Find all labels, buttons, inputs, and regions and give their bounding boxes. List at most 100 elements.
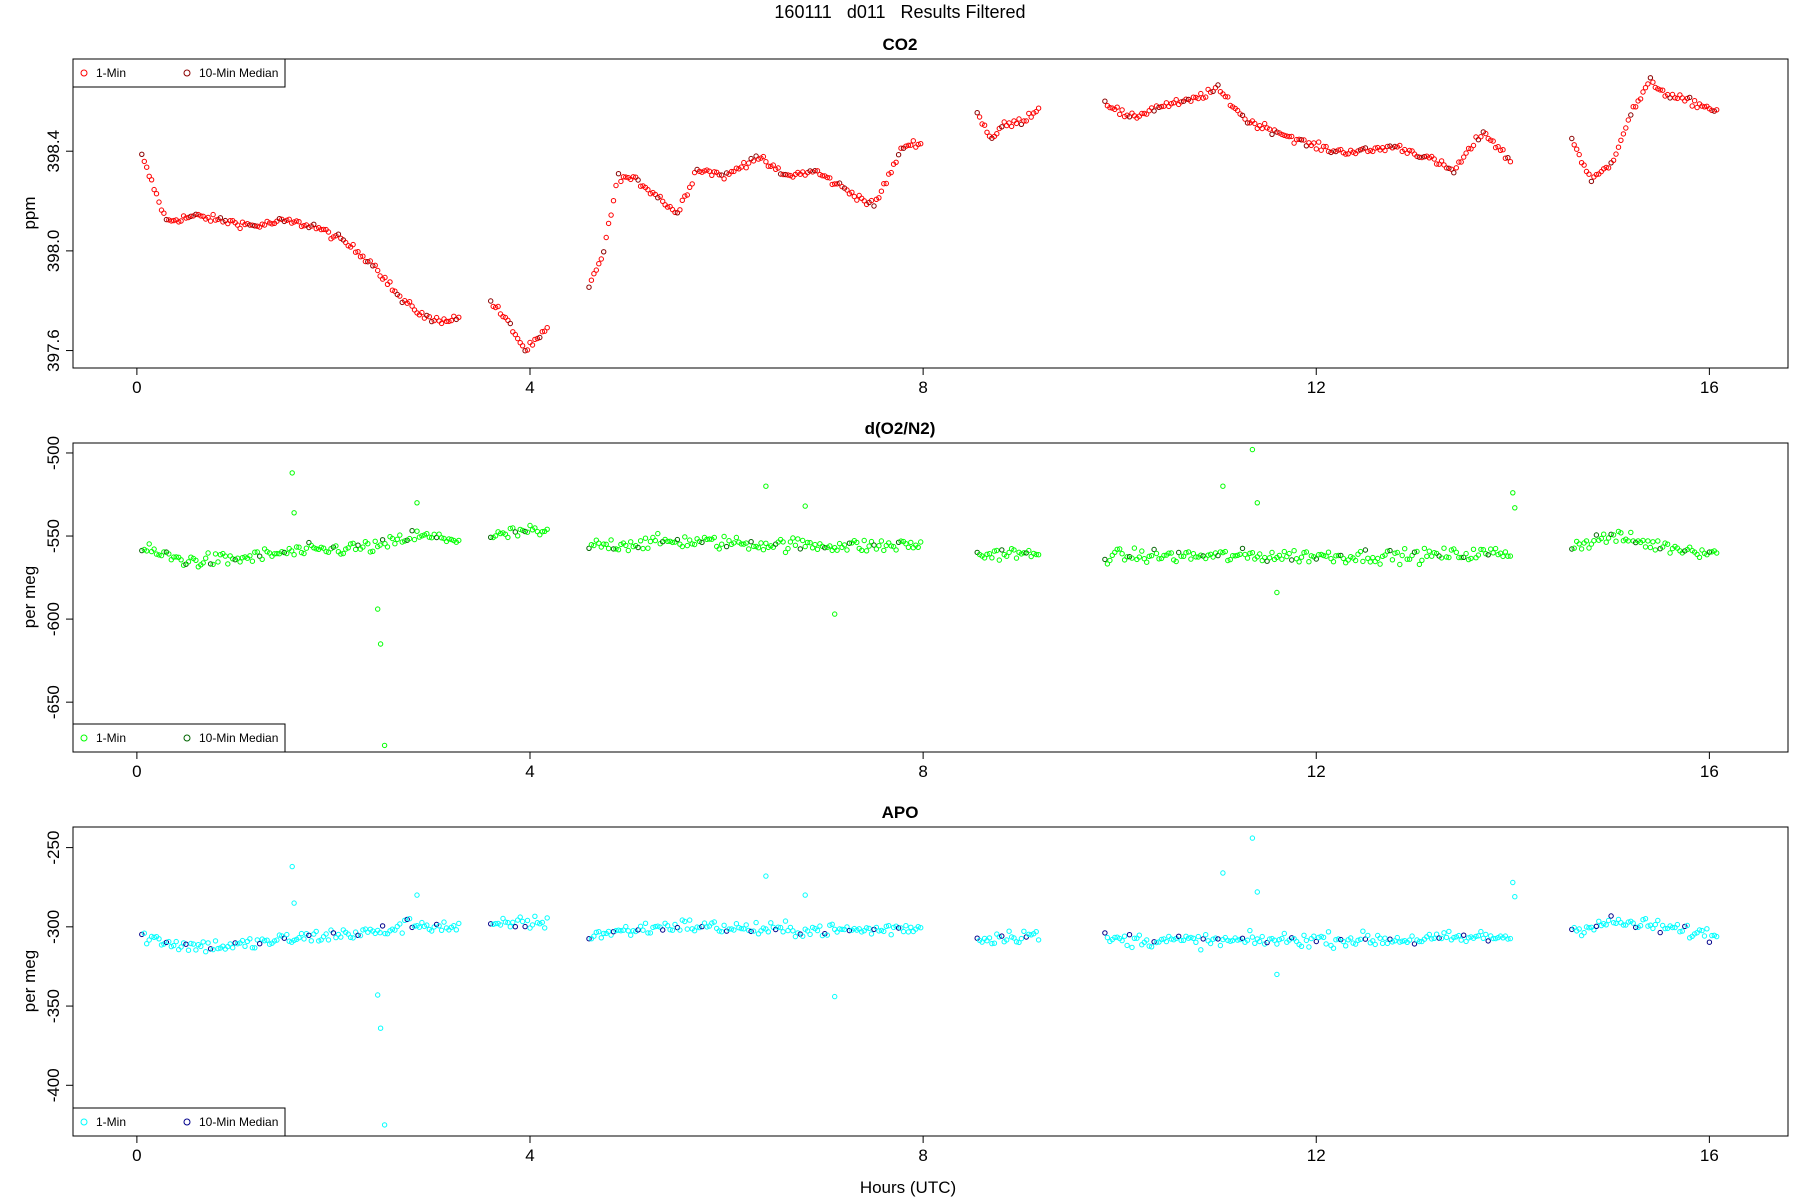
o2n2-point bbox=[360, 544, 366, 550]
co2-median-point bbox=[252, 223, 258, 229]
o2n2-point bbox=[881, 547, 887, 554]
co2-median-point bbox=[1126, 114, 1133, 120]
o2n2-point bbox=[1222, 548, 1229, 555]
o2n2-point bbox=[333, 543, 339, 549]
apo-point bbox=[148, 933, 155, 940]
apo-median-point bbox=[999, 933, 1005, 939]
co2-point bbox=[419, 309, 425, 316]
o2n2-x-tick-label: 16 bbox=[1700, 762, 1719, 781]
apo-point bbox=[234, 941, 241, 947]
apo-point bbox=[212, 938, 219, 944]
o2n2-point bbox=[893, 547, 899, 553]
co2-point bbox=[1119, 107, 1125, 113]
apo-point bbox=[1382, 935, 1388, 941]
o2n2-point bbox=[628, 539, 634, 545]
co2-point bbox=[446, 318, 452, 325]
apo-point bbox=[429, 928, 435, 934]
apo-point bbox=[790, 928, 796, 934]
o2n2-point bbox=[1237, 551, 1243, 557]
o2n2-median-point bbox=[1608, 531, 1614, 537]
apo-point bbox=[271, 938, 278, 944]
o2n2-point bbox=[1490, 550, 1496, 556]
apo-point bbox=[1406, 937, 1413, 943]
co2-median-point bbox=[1421, 154, 1428, 160]
o2n2-point bbox=[210, 561, 216, 568]
co2-median-point bbox=[601, 249, 607, 255]
co2-median-point bbox=[1269, 131, 1275, 138]
apo-x-tick-label: 8 bbox=[918, 1146, 927, 1165]
apo-point bbox=[1203, 932, 1209, 938]
co2-median-point bbox=[999, 124, 1005, 130]
o2n2-point bbox=[994, 547, 1000, 554]
apo-point bbox=[765, 929, 771, 935]
apo-point bbox=[792, 933, 799, 940]
co2-point bbox=[1615, 144, 1622, 150]
o2n2-point bbox=[1185, 549, 1192, 555]
apo-point bbox=[286, 938, 292, 944]
apo-point bbox=[323, 931, 329, 937]
apo-point bbox=[392, 927, 398, 933]
apo-point bbox=[782, 918, 789, 924]
co2-median-point bbox=[1392, 143, 1398, 150]
apo-point bbox=[507, 924, 513, 930]
co2-point bbox=[1262, 120, 1268, 127]
o2n2-point bbox=[293, 544, 300, 550]
co2-point bbox=[1266, 126, 1273, 132]
apo-point bbox=[1438, 935, 1445, 942]
co2-point bbox=[1576, 151, 1582, 158]
co2-point bbox=[832, 181, 838, 187]
co2-point bbox=[234, 222, 241, 228]
o2n2-point bbox=[227, 553, 233, 559]
co2-point bbox=[652, 191, 658, 198]
apo-point bbox=[298, 930, 305, 937]
apo-point bbox=[227, 941, 233, 947]
co2-point bbox=[854, 197, 860, 203]
apo-median-point bbox=[1633, 924, 1639, 931]
co2-point bbox=[352, 249, 359, 255]
o2n2-point bbox=[367, 549, 373, 555]
co2-point bbox=[1183, 96, 1189, 102]
apo-point bbox=[1212, 935, 1219, 941]
apo-median-point bbox=[1593, 923, 1600, 929]
apo-point bbox=[780, 929, 786, 935]
o2n2-point bbox=[1316, 552, 1322, 558]
apo-point bbox=[1298, 943, 1305, 949]
o2n2-point bbox=[598, 544, 604, 550]
o2n2-point bbox=[785, 545, 791, 552]
co2-point bbox=[1623, 125, 1629, 131]
apo-point bbox=[173, 938, 179, 945]
o2n2-point bbox=[859, 547, 865, 553]
o2n2-point bbox=[1144, 559, 1150, 565]
co2-point bbox=[362, 258, 369, 265]
co2-median-point bbox=[635, 177, 641, 183]
o2n2-point bbox=[1576, 541, 1582, 547]
o2n2-median-point bbox=[355, 542, 361, 548]
o2n2-point bbox=[812, 541, 818, 548]
o2n2-point bbox=[596, 540, 602, 546]
o2n2-point bbox=[1325, 549, 1332, 555]
o2n2-y-tick-label: -600 bbox=[44, 602, 63, 636]
apo-point bbox=[1188, 934, 1194, 941]
o2n2-point bbox=[303, 545, 310, 551]
o2n2-point bbox=[1463, 550, 1469, 557]
o2n2-point bbox=[1156, 556, 1162, 562]
apo-point bbox=[701, 920, 708, 926]
o2n2-point bbox=[981, 555, 988, 561]
o2n2-point bbox=[515, 533, 521, 539]
co2-point bbox=[1470, 142, 1477, 149]
o2n2-point bbox=[905, 544, 912, 550]
apo-median-point bbox=[183, 941, 189, 947]
o2n2-point bbox=[1276, 552, 1283, 559]
o2n2-point bbox=[372, 538, 378, 544]
apo-point bbox=[618, 928, 624, 934]
o2n2-point bbox=[716, 546, 722, 552]
apo-point bbox=[1335, 936, 1342, 942]
co2-median-point bbox=[1210, 88, 1216, 95]
apo-point bbox=[1451, 934, 1457, 941]
figure-title: 160111 d011 Results Filtered bbox=[774, 2, 1025, 22]
o2n2-median-point bbox=[522, 528, 528, 535]
o2n2-point bbox=[873, 546, 880, 552]
o2n2-median-point bbox=[871, 542, 877, 548]
apo-point bbox=[502, 919, 509, 925]
o2n2-point bbox=[1370, 554, 1376, 561]
